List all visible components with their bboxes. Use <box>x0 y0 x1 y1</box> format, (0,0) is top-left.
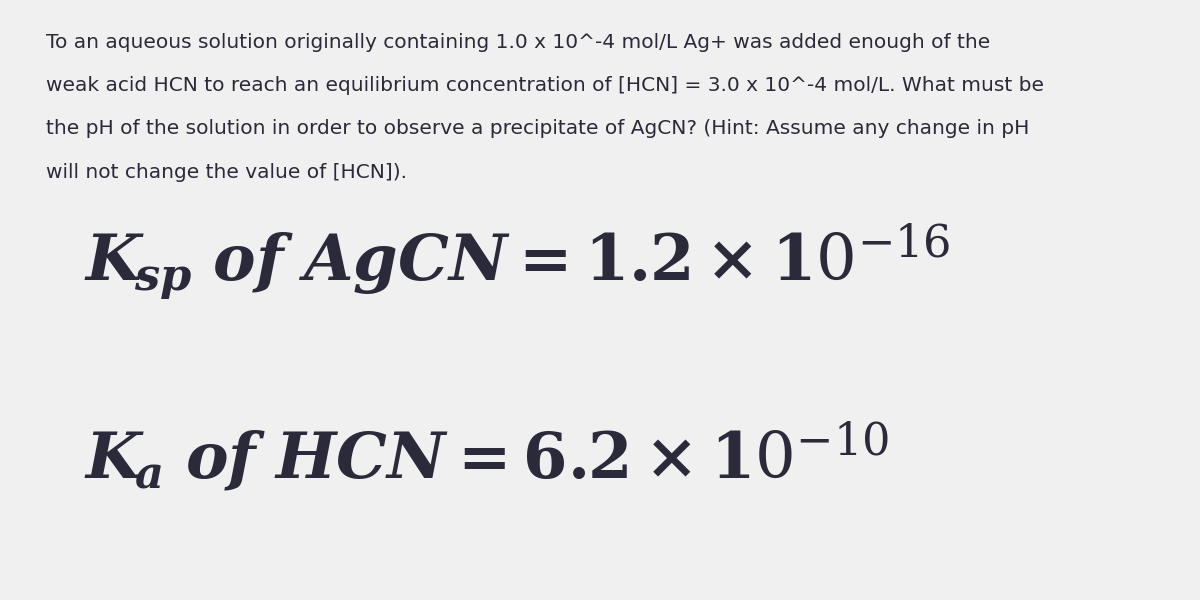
Text: weak acid HCN to reach an equilibrium concentration of [HCN] = 3.0 x 10^-4 mol/L: weak acid HCN to reach an equilibrium co… <box>46 76 1044 95</box>
Text: the pH of the solution in order to observe a precipitate of AgCN? (Hint: Assume : the pH of the solution in order to obser… <box>46 119 1028 139</box>
Text: $\boldsymbol{K}_{\!\boldsymbol{sp}}$$\boldsymbol{\ of\ AgCN = 1.2 \times 10^{-16: $\boldsymbol{K}_{\!\boldsymbol{sp}}$$\bo… <box>84 221 950 301</box>
Text: will not change the value of [HCN]).: will not change the value of [HCN]). <box>46 163 407 182</box>
Text: $\boldsymbol{K}_{\!\boldsymbol{a}}$$\boldsymbol{\ of\ HCN = 6.2 \times 10^{-10}}: $\boldsymbol{K}_{\!\boldsymbol{a}}$$\bol… <box>84 419 889 493</box>
Text: To an aqueous solution originally containing 1.0 x 10^-4 mol/L Ag+ was added eno: To an aqueous solution originally contai… <box>46 33 990 52</box>
